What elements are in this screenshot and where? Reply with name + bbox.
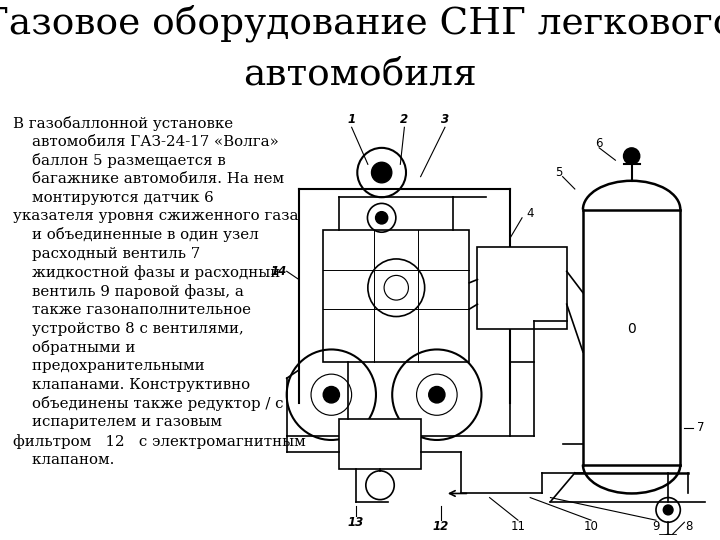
Circle shape xyxy=(372,162,392,183)
Text: 6: 6 xyxy=(595,137,603,150)
Text: 4: 4 xyxy=(526,207,534,220)
Bar xyxy=(339,420,420,469)
Text: 14: 14 xyxy=(271,265,287,278)
Text: 10: 10 xyxy=(584,520,598,533)
Text: 8: 8 xyxy=(685,520,692,533)
Circle shape xyxy=(323,387,339,403)
Text: 11: 11 xyxy=(510,520,526,533)
Circle shape xyxy=(663,505,673,515)
Circle shape xyxy=(624,148,640,164)
Bar xyxy=(477,247,567,329)
Text: Газовое оборудование СНГ легкового: Газовое оборудование СНГ легкового xyxy=(0,5,720,42)
Text: 1: 1 xyxy=(348,112,356,126)
Text: 7: 7 xyxy=(697,421,704,434)
Bar xyxy=(323,230,469,362)
Text: автомобиля: автомобиля xyxy=(243,56,477,92)
Text: 3: 3 xyxy=(441,112,449,126)
Text: 2: 2 xyxy=(400,112,408,126)
Text: В газобаллонной установке
    автомобиля ГАЗ-24-17 «Волга»
    баллон 5 размещае: В газобаллонной установке автомобиля ГАЗ… xyxy=(13,116,306,467)
Text: 12: 12 xyxy=(433,520,449,533)
Text: 5: 5 xyxy=(555,166,562,179)
Circle shape xyxy=(376,212,388,224)
Text: 13: 13 xyxy=(348,516,364,529)
Text: 9: 9 xyxy=(652,520,660,533)
Circle shape xyxy=(428,387,445,403)
Text: 0: 0 xyxy=(627,322,636,336)
